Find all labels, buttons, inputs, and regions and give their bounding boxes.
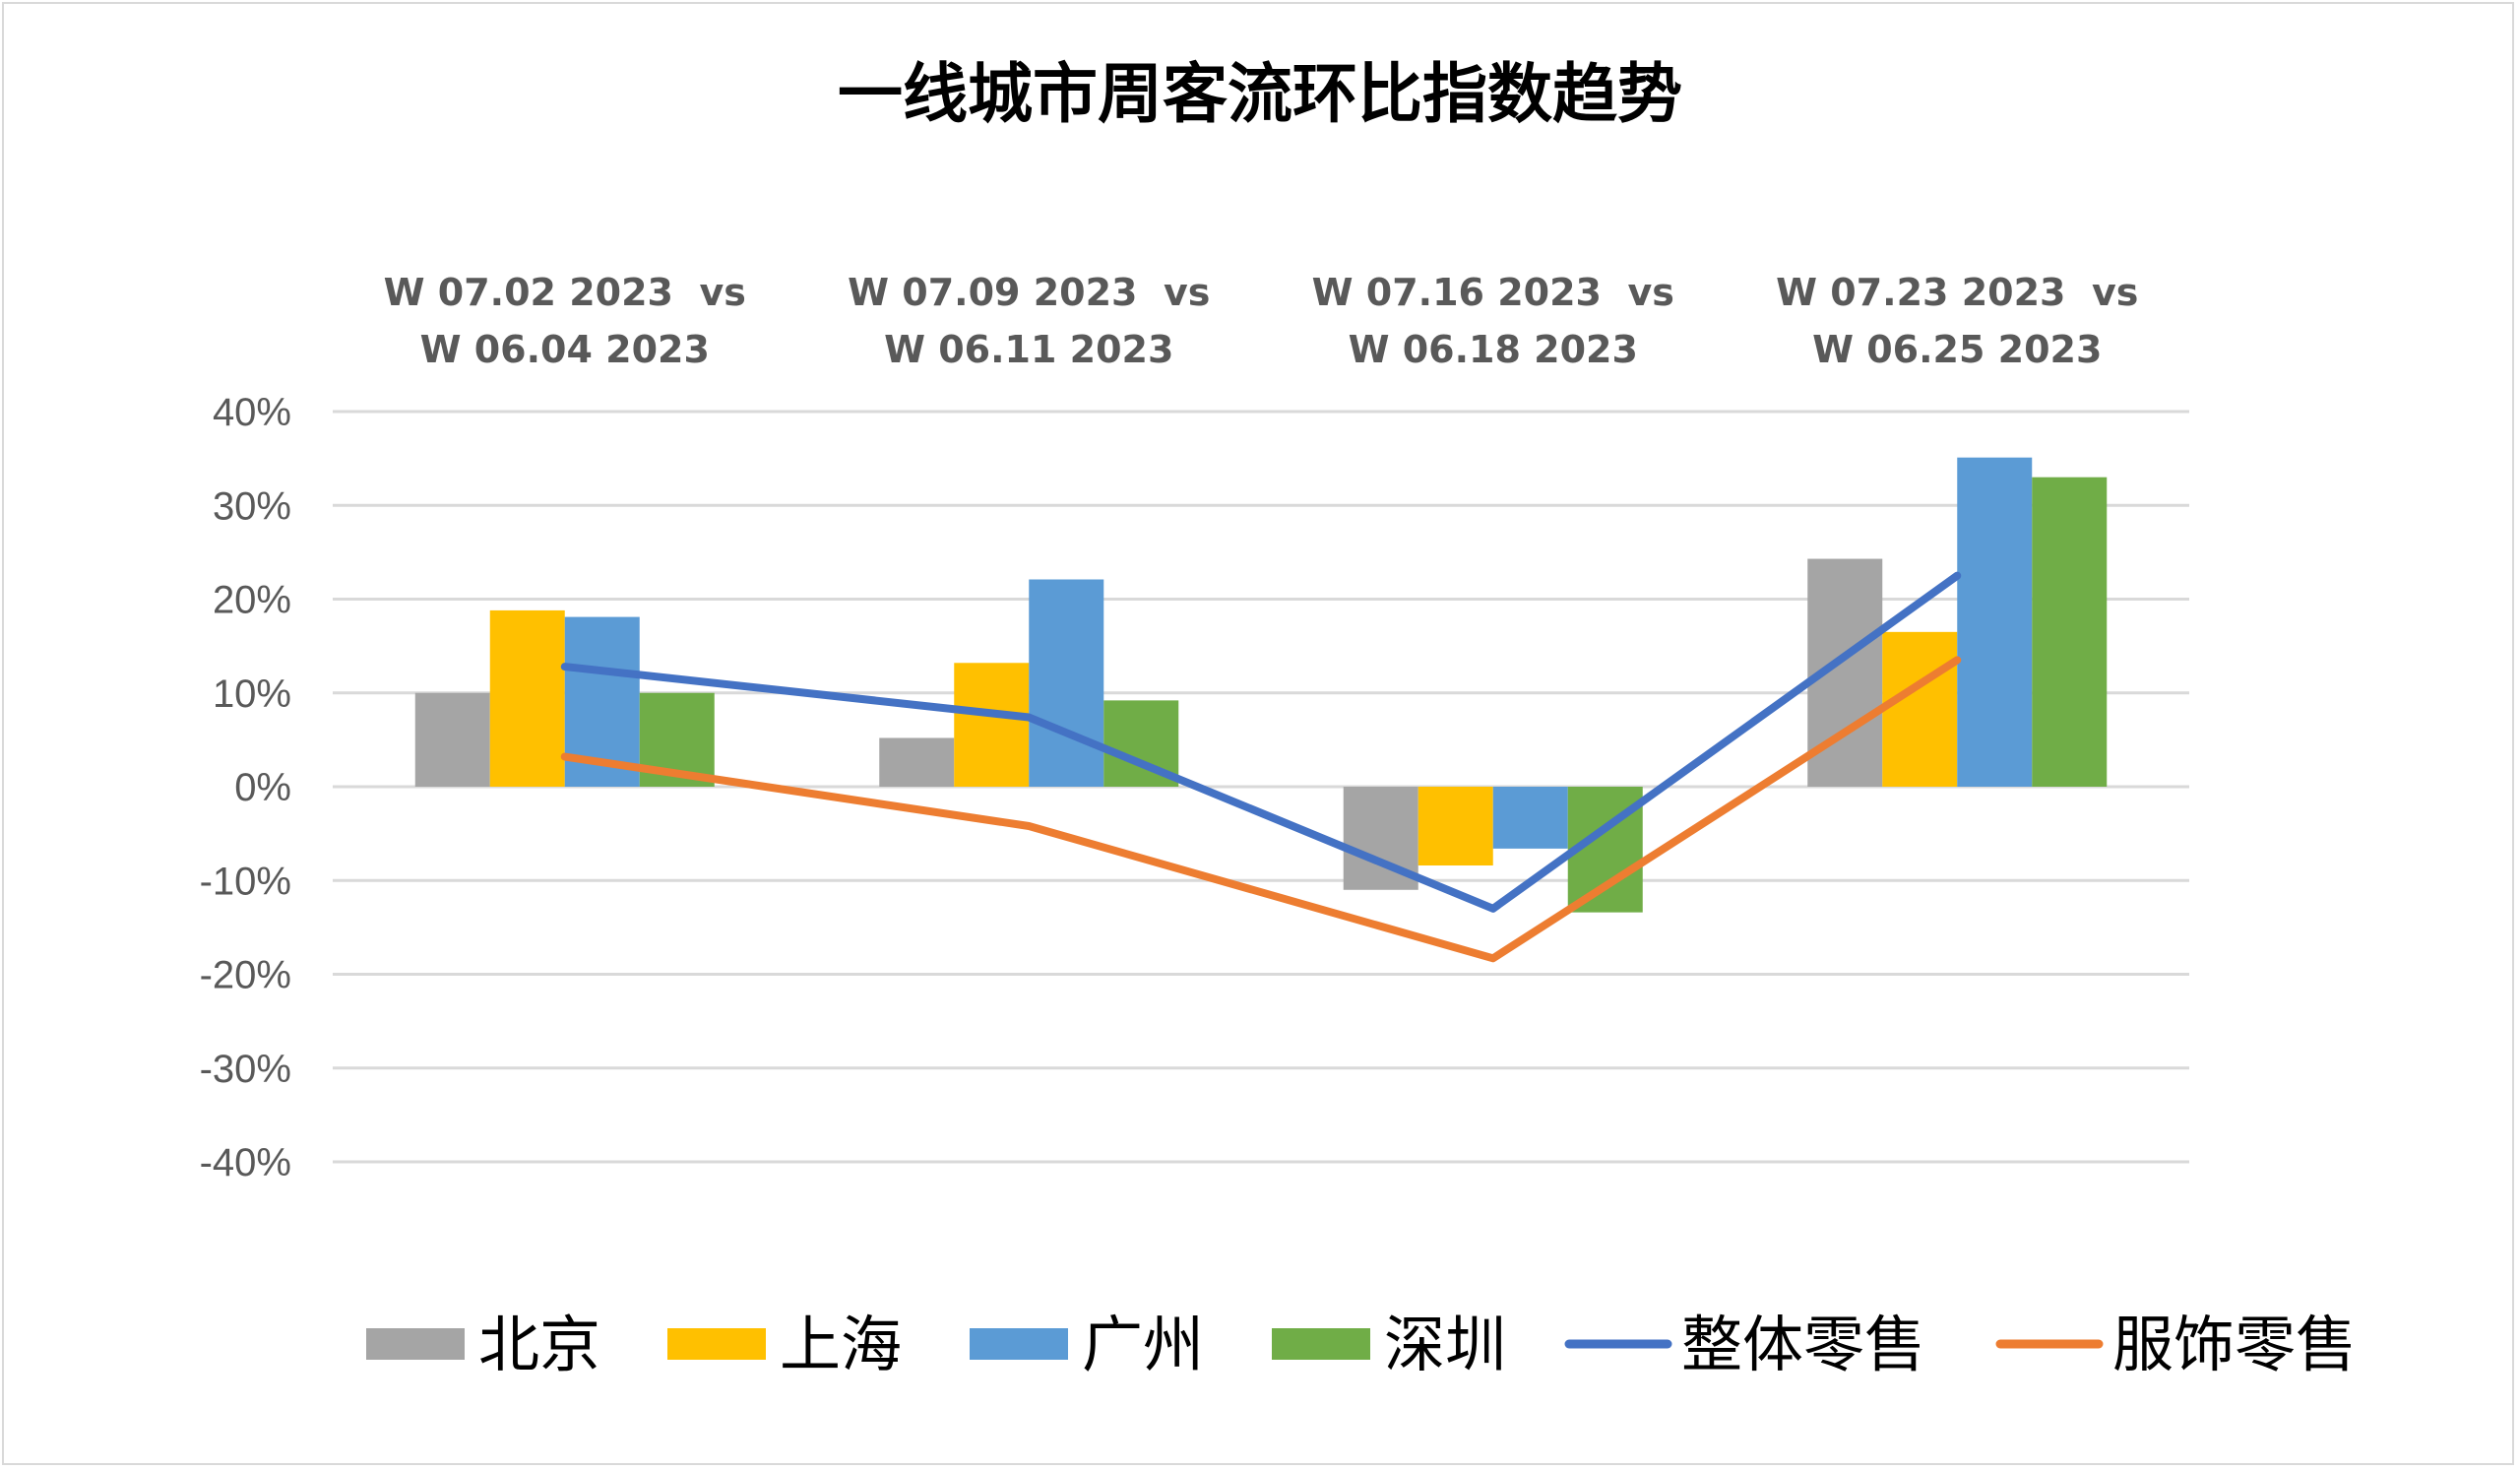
- y-tick-label: 10%: [213, 672, 291, 716]
- category-label: W 07.23 2023 vs: [1776, 271, 2138, 314]
- bar: [414, 692, 490, 787]
- category-label: W 07.09 2023 vs: [848, 271, 1210, 314]
- category-label: W 06.11 2023: [884, 328, 1173, 371]
- y-tick-label: -20%: [200, 954, 291, 997]
- category-labels: W 07.02 2023 vs W 06.04 2023 W 07.09 2023 …: [384, 271, 2139, 371]
- legend-label: 北京: [478, 1309, 600, 1380]
- legend-label: 深圳: [1384, 1309, 1506, 1380]
- legend-label: 服饰零售: [2112, 1309, 2357, 1380]
- legend[interactable]: 北京 上海 广州 深圳 整体零售 服饰零售: [366, 1309, 2357, 1380]
- category-label: W 06.18 2023: [1349, 328, 1638, 371]
- y-tick-label: 30%: [213, 484, 291, 528]
- y-tick-label: -10%: [200, 860, 291, 903]
- legend-swatch: [1272, 1328, 1370, 1360]
- bar: [879, 737, 955, 787]
- legend-label: 广州: [1082, 1309, 1204, 1380]
- legend-swatch: [366, 1328, 465, 1360]
- category-label: W 07.16 2023 vs: [1312, 271, 1674, 314]
- series-line: [560, 571, 1962, 913]
- bar: [1882, 631, 1958, 787]
- series-line: [560, 656, 1962, 963]
- legend-swatch: [970, 1328, 1068, 1360]
- category-label: W 07.02 2023 vs: [384, 271, 746, 314]
- category-label: W 06.04 2023: [420, 328, 710, 371]
- bars: [414, 457, 2108, 913]
- bar: [1418, 787, 1493, 866]
- legend-entry[interactable]: 深圳: [1272, 1309, 1506, 1380]
- legend-swatch: [667, 1328, 766, 1360]
- bar: [1029, 579, 1104, 787]
- legend-entry[interactable]: 广州: [970, 1309, 1204, 1380]
- y-tick-label: 20%: [213, 579, 291, 622]
- bar: [489, 609, 565, 787]
- bar: [954, 663, 1030, 787]
- gridlines: [333, 410, 2189, 1164]
- y-tick-label: -40%: [200, 1141, 291, 1184]
- legend-label: 整体零售: [1681, 1309, 1925, 1380]
- y-tick-label: -30%: [200, 1048, 291, 1091]
- legend-entry[interactable]: 服饰零售: [1995, 1309, 2357, 1380]
- lines: [560, 571, 1962, 963]
- y-axis-ticks: 40% 30% 20% 10% 0% -10% -20% -30% -40%: [200, 391, 291, 1184]
- bar: [1492, 787, 1568, 849]
- category-label: W 06.25 2023: [1812, 328, 2102, 371]
- legend-entry[interactable]: 上海: [667, 1309, 902, 1380]
- legend-label: 上海: [780, 1309, 902, 1380]
- bar: [1957, 457, 2033, 787]
- y-tick-label: 0%: [234, 766, 291, 809]
- chart-title: 一线城市周客流环比指数趋势: [838, 56, 1682, 132]
- y-tick-label: 40%: [213, 391, 291, 434]
- bar: [2032, 477, 2108, 787]
- legend-entry[interactable]: 北京: [366, 1309, 600, 1380]
- legend-entry[interactable]: 整体零售: [1564, 1309, 1925, 1380]
